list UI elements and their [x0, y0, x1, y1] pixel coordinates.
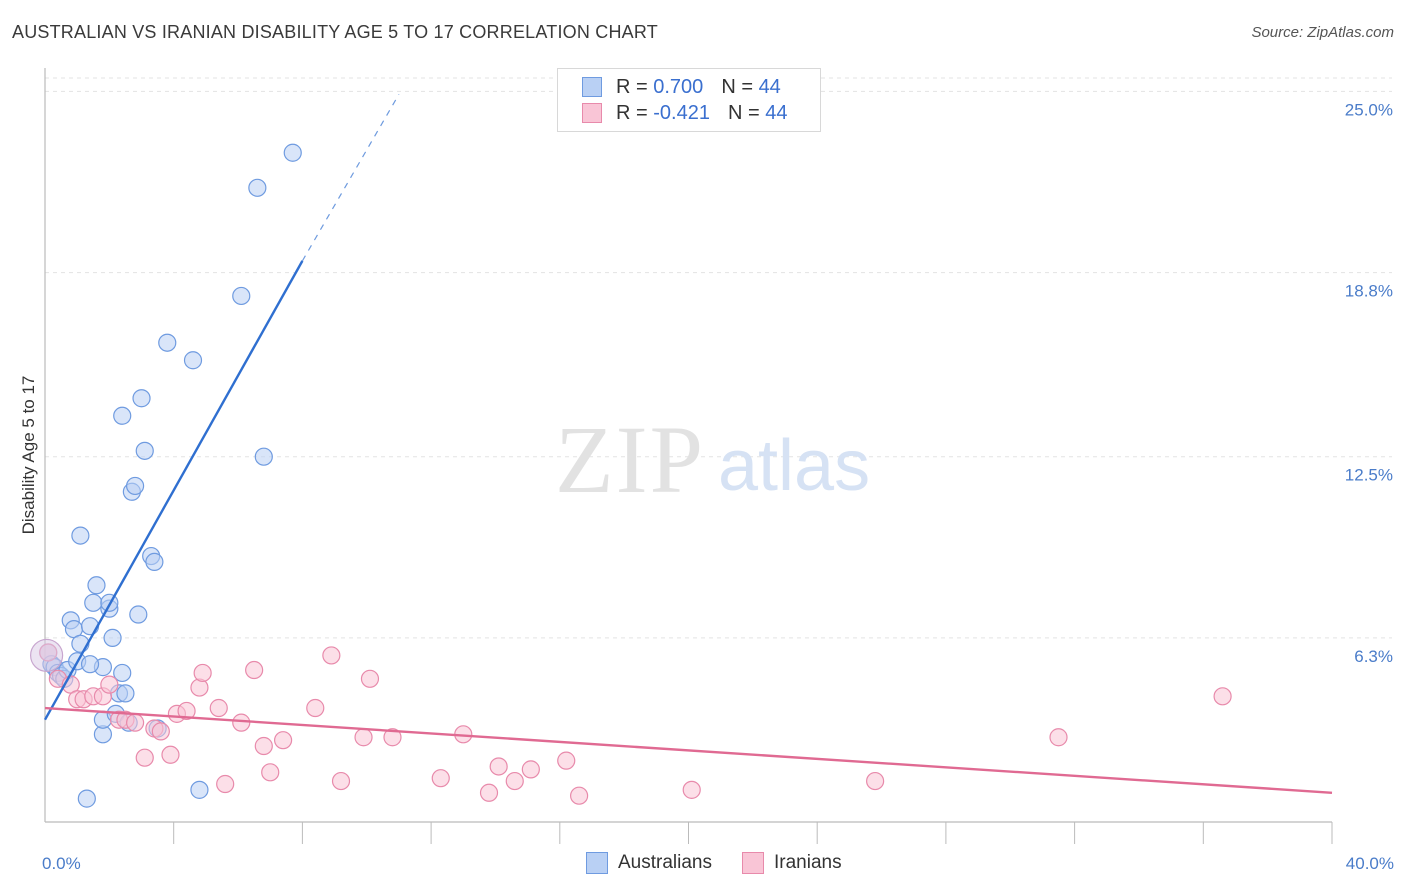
- legend-r-label: R =: [616, 75, 648, 98]
- data-point-australians: [77, 789, 96, 808]
- data-point-australians: [183, 351, 203, 370]
- chart-title: AUSTRALIAN VS IRANIAN DISABILITY AGE 5 T…: [12, 22, 658, 42]
- series-legend-australians[interactable]: Australians: [586, 852, 712, 874]
- data-point-iranians: [273, 731, 293, 750]
- data-point-australians: [80, 617, 100, 636]
- data-point-australians: [125, 476, 145, 496]
- data-point-australians: [103, 628, 122, 647]
- data-point-iranians: [570, 786, 589, 805]
- data-point-iranians: [682, 780, 701, 799]
- data-point-australians: [232, 286, 251, 306]
- data-point-australians: [87, 576, 106, 595]
- data-point-iranians: [151, 722, 170, 741]
- watermark: ZIP atlas: [555, 406, 870, 513]
- y-tick-label: 18.8%: [1345, 282, 1393, 301]
- trend-line-australians: [43, 260, 304, 721]
- data-point-australians: [84, 593, 103, 612]
- data-point-australians: [80, 655, 100, 674]
- y-tick-label: 25.0%: [1345, 100, 1393, 119]
- data-point-iranians: [354, 728, 373, 747]
- y-tick-label: 12.5%: [1345, 466, 1393, 485]
- data-point-iranians: [557, 751, 576, 770]
- legend-n-value-iranians: 44: [765, 101, 788, 124]
- data-point-iranians: [306, 698, 325, 718]
- data-point-iranians: [383, 728, 402, 747]
- axis-labels: 6.3% 12.5% 18.8% 25.0% 0.0% 40.0% Disability A…: [19, 100, 1394, 873]
- data-point-iranians: [1213, 687, 1232, 706]
- data-point-australians: [113, 406, 132, 425]
- data-point-iranians: [866, 771, 885, 791]
- data-point-australians: [113, 663, 132, 683]
- legend-swatch-iranians: [582, 103, 602, 123]
- data-point-iranians: [479, 783, 499, 802]
- x-tick-label-max: 40.0%: [1346, 854, 1394, 873]
- legend-r-value-australians: 0.700: [653, 75, 704, 98]
- trend-line-australians-extension: [301, 94, 400, 262]
- axes: [44, 68, 1333, 844]
- chart-source: Source: ZipAtlas.com: [1251, 24, 1394, 41]
- legend-n-value-australians: 44: [758, 75, 781, 98]
- legend-row-iranians: R = -0.421 N = 44: [582, 101, 787, 125]
- data-point-iranians: [505, 771, 524, 791]
- data-point-iranians: [261, 763, 280, 782]
- x-tick-label-min: 0.0%: [42, 854, 81, 873]
- y-axis-title: Disability Age 5 to 17: [19, 376, 38, 535]
- data-point-australians: [190, 780, 209, 799]
- stats-legend: R = 0.700 N = 44 R = -0.421 N = 44: [557, 68, 821, 132]
- data-point-iranians: [1049, 728, 1068, 747]
- series-legend: Australians Iranians: [586, 852, 872, 874]
- legend-row-australians: R = 0.700 N = 44: [582, 75, 781, 99]
- data-point-australians: [254, 447, 273, 466]
- legend-n-label: N =: [721, 75, 753, 98]
- data-point-australians: [135, 441, 154, 460]
- series-legend-iranians[interactable]: Iranians: [742, 852, 842, 874]
- data-point-australians: [283, 143, 302, 162]
- y-tick-label: 6.3%: [1354, 647, 1393, 666]
- data-point-cluster: [30, 638, 64, 673]
- data-point-iranians: [254, 736, 273, 756]
- data-point-australians: [71, 526, 90, 545]
- data-point-australians: [116, 684, 135, 703]
- data-point-iranians: [100, 675, 119, 694]
- data-point-iranians: [322, 646, 341, 665]
- data-point-iranians: [431, 769, 450, 788]
- data-point-iranians: [193, 663, 212, 683]
- data-point-iranians: [135, 748, 154, 767]
- data-point-australians: [129, 605, 148, 624]
- data-point-iranians: [232, 713, 251, 732]
- data-point-iranians: [245, 660, 264, 680]
- series-label-iranians: Iranians: [774, 852, 842, 873]
- series-swatch-australians: [586, 852, 608, 874]
- series-label-australians: Australians: [618, 852, 712, 873]
- data-point-australians: [145, 552, 164, 571]
- data-point-iranians: [521, 760, 540, 779]
- data-point-australians: [132, 389, 151, 408]
- trend-lines: [43, 94, 1333, 794]
- data-point-iranians: [360, 669, 380, 688]
- trend-line-iranians: [44, 706, 1333, 794]
- data-point-iranians: [161, 745, 180, 764]
- data-point-iranians: [331, 771, 351, 791]
- data-point-iranians: [489, 757, 508, 776]
- watermark-zip: ZIP: [555, 406, 705, 513]
- legend-swatch-australians: [582, 77, 602, 97]
- data-point-australians: [248, 178, 267, 197]
- watermark-atlas: atlas: [718, 426, 870, 506]
- data-point-australians: [158, 333, 177, 352]
- legend-n-label: N =: [727, 101, 760, 124]
- data-point-iranians: [209, 698, 228, 718]
- series-swatch-iranians: [742, 852, 764, 874]
- data-point-iranians: [216, 774, 235, 794]
- legend-r-value-iranians: -0.421: [653, 101, 710, 124]
- data-point-iranians: [125, 713, 145, 732]
- data-point-iranians: [177, 701, 196, 721]
- legend-r-label: R =: [616, 101, 648, 124]
